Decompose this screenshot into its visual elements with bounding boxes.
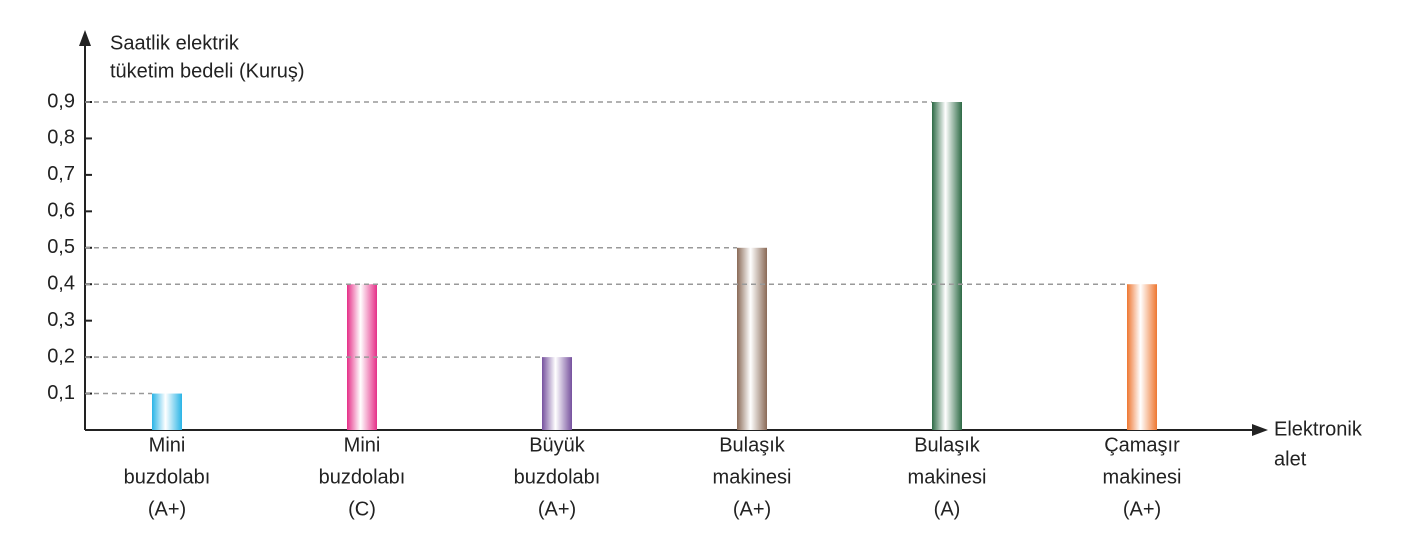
y-tick-label: 0,3 (47, 309, 75, 331)
x-tick-label: Bulaşık (719, 434, 786, 456)
y-axis-label: tüketim bedeli (Kuruş) (110, 60, 305, 82)
bar (152, 393, 182, 430)
y-tick-label: 0,1 (47, 382, 75, 404)
y-tick-label: 0,7 (47, 163, 75, 185)
x-tick-label: (A+) (538, 498, 576, 520)
x-tick-label: Çamaşır (1104, 434, 1180, 456)
y-axis-label: Saatlik elektrik (110, 32, 240, 54)
x-tick-label: makinesi (908, 466, 987, 488)
x-tick-label: Mini (344, 434, 381, 456)
x-axis-label: Elektronik (1274, 418, 1363, 440)
x-tick-label: Büyük (529, 434, 586, 456)
x-axis-arrow (1252, 424, 1268, 436)
x-tick-label: (A+) (1123, 498, 1161, 520)
bar (737, 247, 767, 430)
y-axis-arrow (79, 30, 91, 46)
bar (932, 102, 962, 430)
y-tick-label: 0,5 (47, 236, 75, 258)
y-tick-label: 0,4 (47, 273, 75, 295)
x-tick-label: (A+) (733, 498, 771, 520)
x-axis-label: alet (1274, 448, 1307, 470)
x-tick-label: buzdolabı (514, 466, 601, 488)
x-tick-label: Bulaşık (914, 434, 981, 456)
y-tick-label: 0,2 (47, 345, 75, 367)
x-tick-label: makinesi (713, 466, 792, 488)
bar (542, 357, 572, 430)
x-tick-label: makinesi (1103, 466, 1182, 488)
x-tick-label: (A) (934, 498, 961, 520)
x-tick-label: (A+) (148, 498, 186, 520)
x-tick-label: Mini (149, 434, 186, 456)
bar (347, 284, 377, 430)
x-tick-label: (C) (348, 498, 376, 520)
x-tick-label: buzdolabı (319, 466, 406, 488)
y-tick-label: 0,8 (47, 127, 75, 149)
y-tick-label: 0,6 (47, 200, 75, 222)
y-tick-label: 0,9 (47, 90, 75, 112)
x-tick-label: buzdolabı (124, 466, 211, 488)
bar (1127, 284, 1157, 430)
